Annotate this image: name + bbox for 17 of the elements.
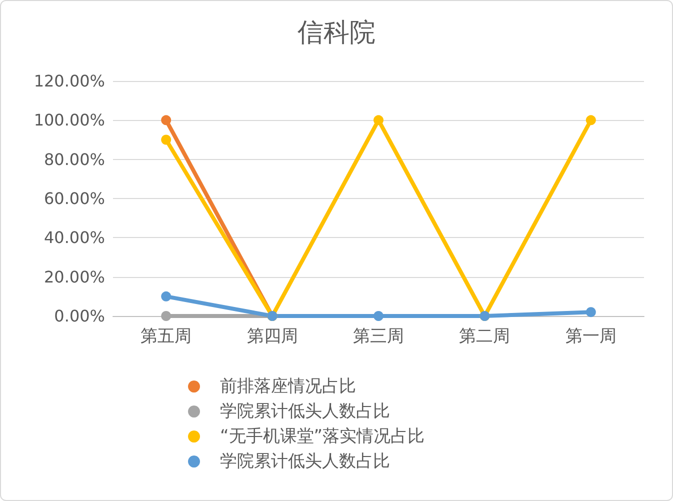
x-tick-label: 第四周 bbox=[246, 326, 298, 346]
y-tick-label: 20.00% bbox=[44, 267, 105, 286]
legend-label: 前排落座情况占比 bbox=[220, 376, 356, 396]
y-tick-label: 0.00% bbox=[54, 306, 105, 326]
chart-title: 信科院 bbox=[298, 18, 376, 48]
x-tick-label: 第二周 bbox=[459, 326, 510, 346]
x-tick-label: 第三周 bbox=[353, 326, 404, 346]
y-tick-label: 40.00% bbox=[44, 228, 105, 248]
x-tick-label: 第一周 bbox=[565, 326, 616, 346]
y-tick-label: 60.00% bbox=[44, 189, 105, 208]
legend-label: 学院累计低头人数占比 bbox=[220, 452, 390, 472]
y-tick-label: 80.00% bbox=[44, 150, 105, 169]
legend-label: “无手机课堂”落实情况占比 bbox=[220, 426, 425, 446]
legend-label: 学院累计低头人数占比 bbox=[220, 402, 390, 422]
x-tick-label: 第五周 bbox=[140, 326, 192, 346]
y-tick-label: 100.00% bbox=[34, 110, 105, 130]
y-tick-label: 120.00% bbox=[34, 72, 105, 90]
